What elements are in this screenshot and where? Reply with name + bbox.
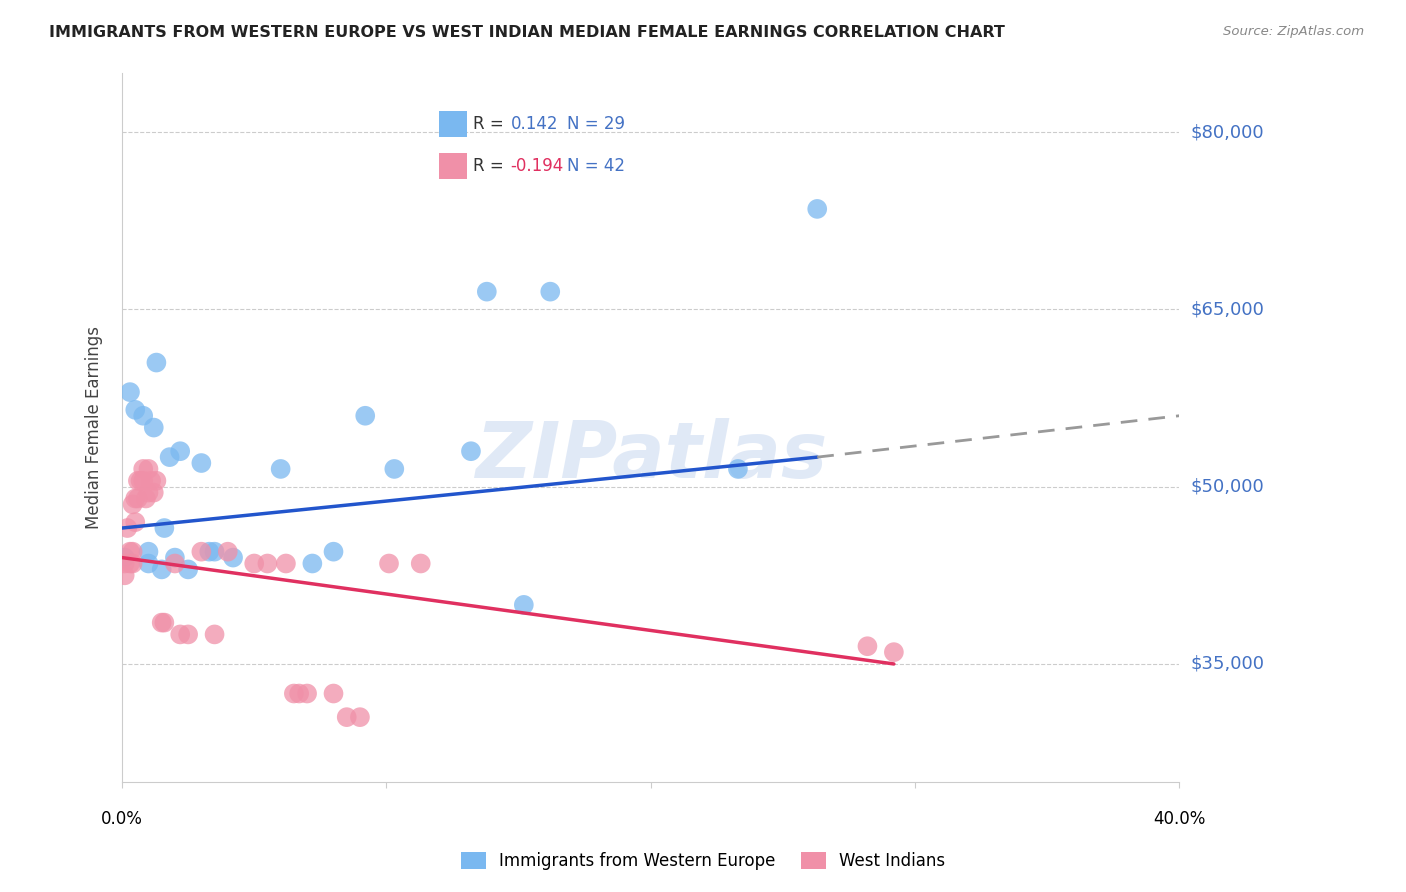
Point [114, 557, 136, 571]
Point [169, 444, 191, 458]
Point [138, 557, 160, 571]
Point [288, 686, 311, 700]
Point [204, 627, 226, 641]
Point [301, 557, 323, 571]
Y-axis label: Median Female Earnings: Median Female Earnings [86, 326, 103, 529]
Text: $65,000: $65,000 [1191, 301, 1264, 318]
Point [139, 474, 162, 488]
Point [124, 491, 146, 506]
Point [132, 474, 155, 488]
Point [883, 645, 905, 659]
Text: 40.0%: 40.0% [1153, 810, 1205, 828]
Point [124, 515, 146, 529]
Point [409, 557, 432, 571]
Point [190, 456, 212, 470]
Point [135, 491, 157, 506]
Point [138, 485, 160, 500]
Point [118, 557, 141, 571]
Point [117, 521, 139, 535]
Text: $35,000: $35,000 [1191, 655, 1264, 673]
Point [132, 462, 155, 476]
Point [336, 710, 359, 724]
Point [138, 544, 160, 558]
Point [283, 686, 305, 700]
Point [204, 544, 226, 558]
Point [145, 474, 167, 488]
Point [538, 285, 561, 299]
Point [217, 544, 239, 558]
Point [354, 409, 377, 423]
Point [322, 544, 344, 558]
Point [118, 385, 141, 400]
Point [475, 285, 498, 299]
Point [856, 639, 879, 653]
Point [295, 686, 318, 700]
Point [121, 497, 143, 511]
Point [129, 474, 152, 488]
Point [243, 557, 266, 571]
Point [190, 544, 212, 558]
Point [150, 615, 173, 630]
Text: $80,000: $80,000 [1191, 123, 1264, 141]
Point [121, 557, 143, 571]
Point [378, 557, 401, 571]
Point [132, 409, 155, 423]
Point [153, 521, 176, 535]
Text: ZIPatlas: ZIPatlas [475, 418, 827, 494]
Point [127, 491, 149, 506]
Point [382, 462, 405, 476]
Point [727, 462, 749, 476]
Point [145, 355, 167, 369]
Point [114, 550, 136, 565]
Point [127, 474, 149, 488]
Point [124, 402, 146, 417]
Text: $50,000: $50,000 [1191, 478, 1264, 496]
Point [460, 444, 482, 458]
Point [142, 485, 165, 500]
Legend: Immigrants from Western Europe, West Indians: Immigrants from Western Europe, West Ind… [454, 845, 952, 877]
Point [163, 557, 186, 571]
Point [138, 462, 160, 476]
Point [198, 544, 221, 558]
Point [270, 462, 292, 476]
Point [150, 562, 173, 576]
Point [806, 202, 828, 216]
Text: Source: ZipAtlas.com: Source: ZipAtlas.com [1223, 25, 1364, 38]
Point [256, 557, 278, 571]
Text: IMMIGRANTS FROM WESTERN EUROPE VS WEST INDIAN MEDIAN FEMALE EARNINGS CORRELATION: IMMIGRANTS FROM WESTERN EUROPE VS WEST I… [49, 25, 1005, 40]
Point [177, 627, 200, 641]
Point [274, 557, 297, 571]
Point [163, 550, 186, 565]
Point [118, 544, 141, 558]
Point [153, 615, 176, 630]
Point [114, 568, 136, 582]
Point [177, 562, 200, 576]
Text: 0.0%: 0.0% [101, 810, 143, 828]
Point [222, 550, 245, 565]
Point [121, 544, 143, 558]
Point [322, 686, 344, 700]
Point [159, 450, 181, 464]
Point [349, 710, 371, 724]
Point [169, 627, 191, 641]
Point [513, 598, 536, 612]
Point [142, 420, 165, 434]
